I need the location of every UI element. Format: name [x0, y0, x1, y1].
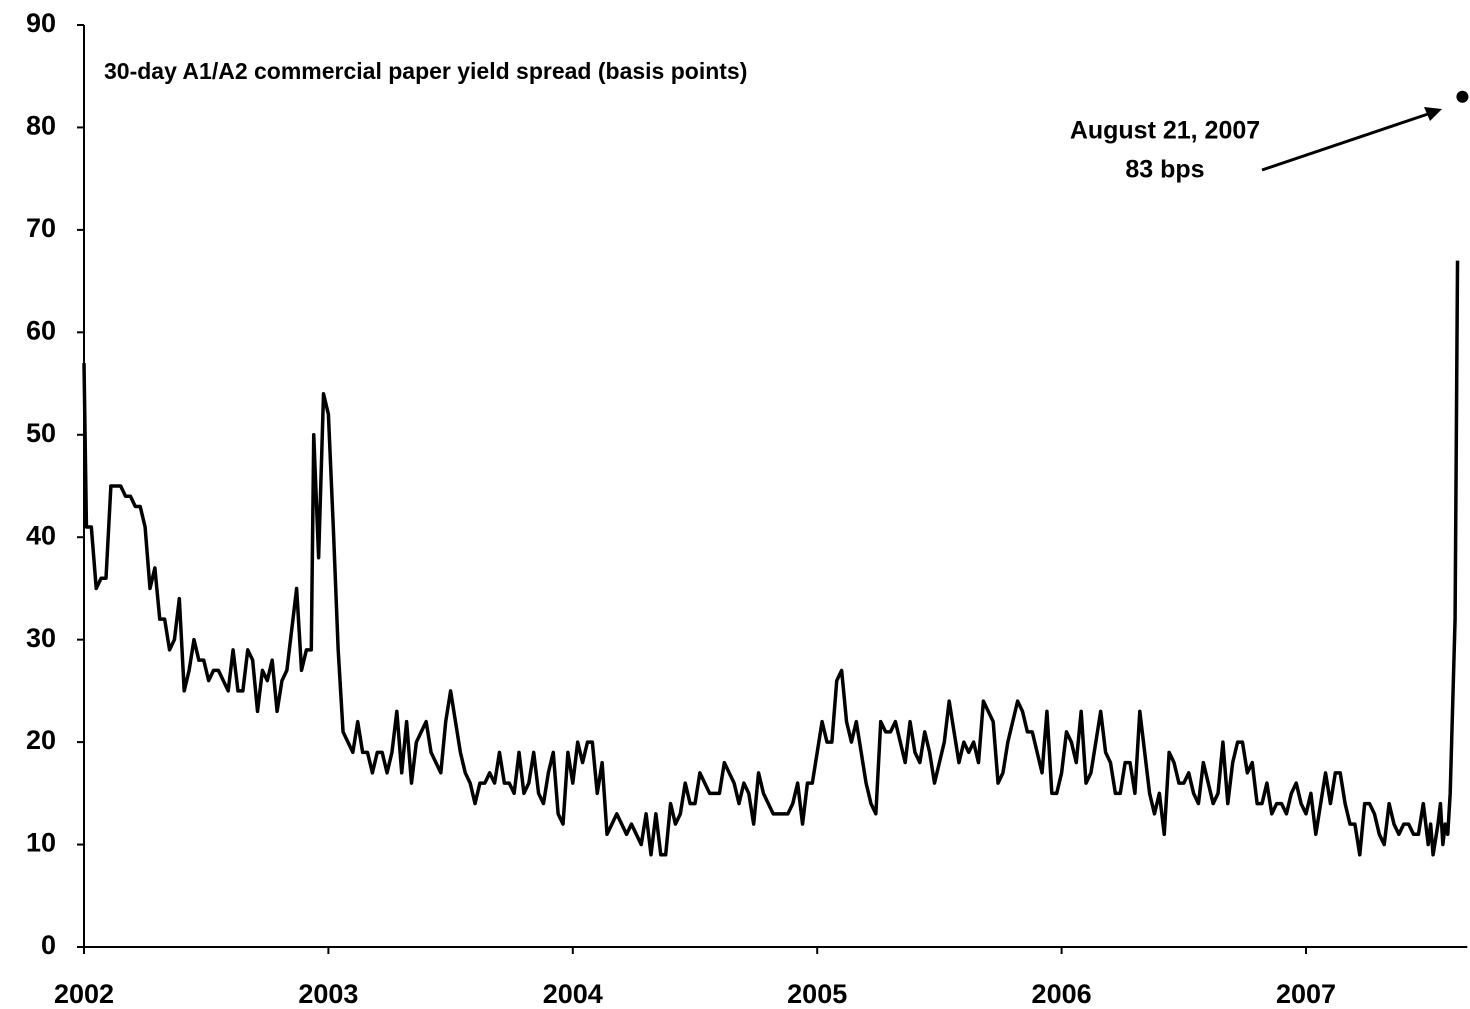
y-tick-label: 60 — [26, 315, 56, 345]
chart-title: 30-day A1/A2 commercial paper yield spre… — [104, 58, 747, 84]
data-line — [82, 260, 1460, 857]
x-tick-label: 2006 — [1032, 979, 1092, 1009]
y-tick-label: 50 — [26, 418, 56, 448]
y-tick-label: 20 — [26, 725, 56, 755]
y-tick-label: 90 — [26, 8, 56, 38]
y-tick-label: 30 — [26, 623, 56, 653]
annotation-arrow — [1261, 112, 1429, 172]
y-tick-label: 80 — [26, 111, 56, 141]
annotation-text: August 21, 2007 — [1070, 117, 1260, 145]
x-tick-label: 2005 — [787, 979, 847, 1009]
arrow-head — [1424, 107, 1442, 121]
y-tick-label: 40 — [26, 520, 56, 550]
annotation-text: 83 bps — [1125, 156, 1204, 184]
x-tick-label: 2002 — [54, 979, 114, 1009]
y-tick-label: 10 — [26, 828, 56, 858]
x-tick-label: 2007 — [1276, 979, 1336, 1009]
annotation-point — [1456, 90, 1469, 103]
y-tick-label: 0 — [41, 930, 56, 960]
x-tick-label: 2003 — [298, 979, 358, 1009]
x-tick-label: 2004 — [543, 979, 603, 1009]
y-tick-label: 70 — [26, 213, 56, 243]
